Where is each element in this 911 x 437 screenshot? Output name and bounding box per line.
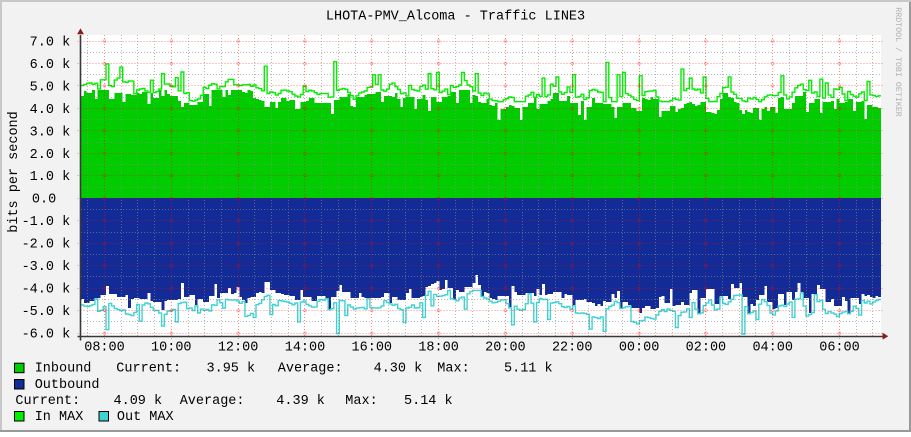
svg-text:RRDTOOL / TOBI OETIKER: RRDTOOL / TOBI OETIKER	[893, 7, 903, 117]
svg-text:4.30 k: 4.30 k	[374, 362, 423, 377]
svg-text:-5.0 k: -5.0 k	[22, 305, 71, 320]
svg-text:7.0 k: 7.0 k	[30, 35, 71, 50]
svg-text:Current:: Current:	[15, 394, 80, 409]
svg-text:-6.0 k: -6.0 k	[22, 328, 71, 343]
svg-text:00:00: 00:00	[619, 341, 660, 356]
svg-text:-2.0 k: -2.0 k	[22, 238, 71, 253]
svg-text:Inbound: Inbound	[35, 362, 92, 377]
svg-text:3.0 k: 3.0 k	[30, 125, 71, 140]
svg-text:08:00: 08:00	[84, 341, 125, 356]
svg-text:Outbound: Outbound	[35, 378, 100, 393]
svg-text:4.09 k: 4.09 k	[114, 394, 163, 409]
svg-text:4.0 k: 4.0 k	[30, 103, 71, 118]
svg-text:20:00: 20:00	[485, 341, 526, 356]
svg-text:2.0 k: 2.0 k	[30, 148, 71, 163]
svg-text:Out MAX: Out MAX	[117, 410, 174, 425]
svg-text:1.0 k: 1.0 k	[30, 170, 71, 185]
svg-text:Current:: Current:	[116, 362, 181, 377]
svg-text:18:00: 18:00	[418, 341, 459, 356]
svg-text:-3.0 k: -3.0 k	[22, 260, 71, 275]
svg-text:14:00: 14:00	[285, 341, 326, 356]
svg-text:02:00: 02:00	[686, 341, 727, 356]
svg-text:22:00: 22:00	[552, 341, 593, 356]
svg-text:-1.0 k: -1.0 k	[22, 215, 71, 230]
svg-text:0.0: 0.0	[32, 193, 56, 208]
svg-text:bits per second: bits per second	[7, 111, 22, 233]
svg-text:Average:: Average:	[180, 394, 245, 409]
svg-text:5.11 k: 5.11 k	[504, 362, 553, 377]
svg-text:Max:: Max:	[437, 362, 469, 377]
svg-text:Average:: Average:	[278, 362, 343, 377]
svg-text:16:00: 16:00	[352, 341, 393, 356]
svg-text:5.14 k: 5.14 k	[404, 394, 453, 409]
svg-text:6.0 k: 6.0 k	[30, 58, 71, 73]
svg-text:Max:: Max:	[345, 394, 377, 409]
svg-text:4.39 k: 4.39 k	[276, 394, 325, 409]
svg-text:12:00: 12:00	[218, 341, 259, 356]
svg-text:10:00: 10:00	[151, 341, 192, 356]
svg-text:04:00: 04:00	[752, 341, 793, 356]
svg-text:In MAX: In MAX	[35, 410, 84, 425]
svg-text:LHOTA-PMV_Alcoma - Traffic LIN: LHOTA-PMV_Alcoma - Traffic LINE3	[326, 10, 585, 25]
svg-text:06:00: 06:00	[819, 341, 860, 356]
svg-text:-4.0 k: -4.0 k	[22, 283, 71, 298]
svg-text:5.0 k: 5.0 k	[30, 80, 71, 95]
svg-text:3.95 k: 3.95 k	[207, 362, 256, 377]
